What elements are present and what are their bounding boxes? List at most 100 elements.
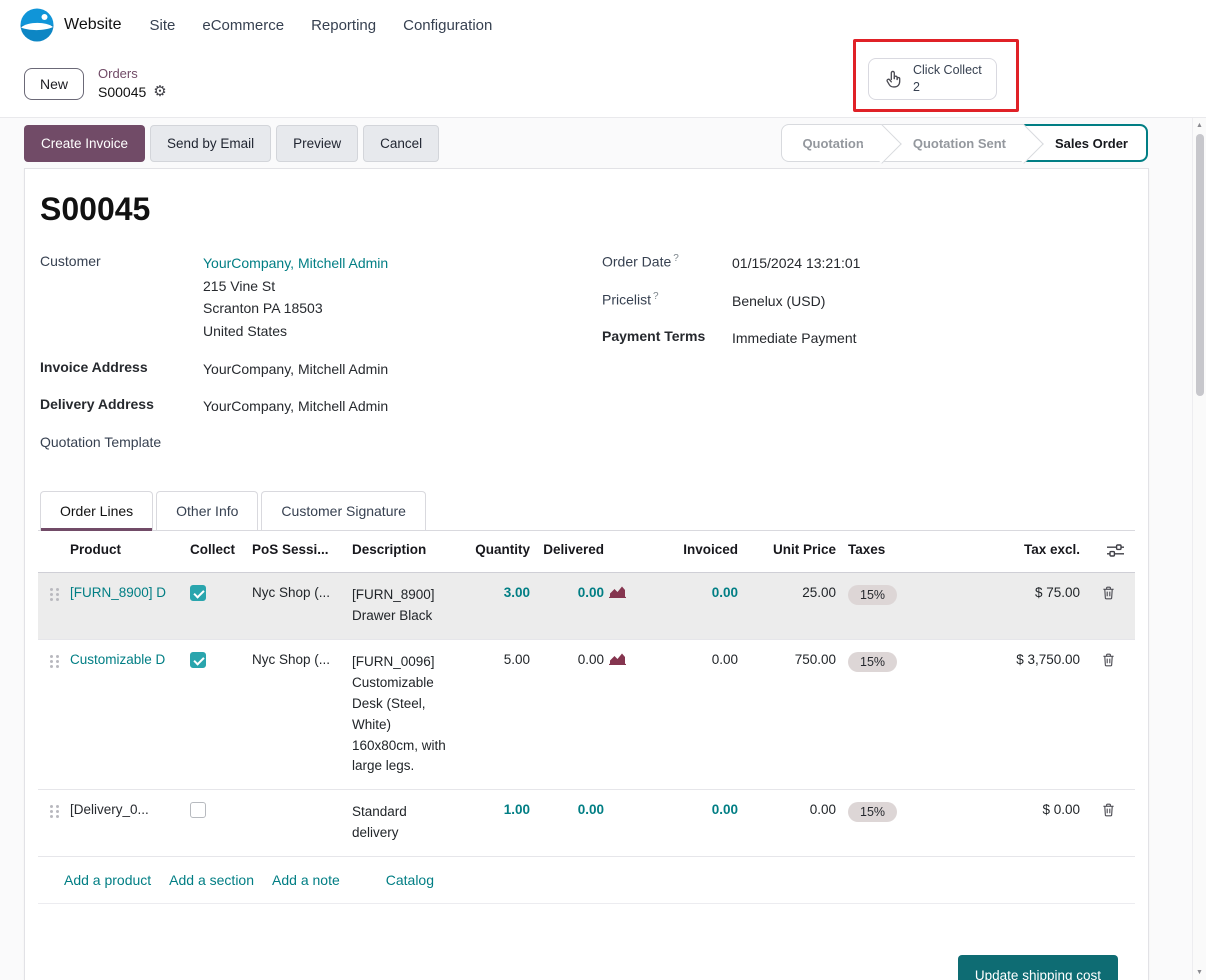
order-line-row-1[interactable]: [FURN_8900] D Nyc Shop (... [FURN_8900] …: [38, 573, 1135, 640]
description-cell[interactable]: [FURN_0096] Customizable Desk (Steel, Wh…: [352, 653, 446, 774]
menu-configuration[interactable]: Configuration: [403, 16, 493, 34]
unit-price-cell[interactable]: 0.00: [809, 802, 836, 818]
forecast-chart-icon[interactable]: [609, 652, 626, 665]
scroll-up-icon[interactable]: ▲: [1196, 122, 1203, 129]
invoice-address-value[interactable]: YourCompany, Mitchell Admin: [203, 360, 389, 377]
collect-checkbox[interactable]: [190, 585, 206, 602]
delete-row-icon[interactable]: [1086, 790, 1130, 832]
update-shipping-cost-button[interactable]: Update shipping cost: [957, 955, 1118, 980]
order-date-value[interactable]: 01/15/2024 13:21:01: [732, 255, 861, 271]
drag-handle-icon[interactable]: [38, 573, 64, 616]
delivered-cell[interactable]: 0.00: [536, 573, 632, 612]
send-by-email-button[interactable]: Send by Email: [150, 124, 272, 162]
collect-checkbox[interactable]: [190, 651, 206, 668]
order-line-row-2[interactable]: Customizable D Nyc Shop (... [FURN_0096]…: [38, 640, 1135, 791]
col-product[interactable]: Product: [70, 542, 122, 558]
description-cell[interactable]: Standard delivery: [352, 804, 407, 841]
product-link[interactable]: [Delivery_0...: [70, 802, 149, 818]
tab-other-info[interactable]: Other Info: [156, 491, 259, 531]
create-invoice-button[interactable]: Create Invoice: [24, 124, 146, 162]
menu-reporting[interactable]: Reporting: [311, 16, 377, 34]
tax-excl-cell: $ 75.00: [1034, 585, 1080, 601]
add-a-note-link[interactable]: Add a note: [272, 872, 340, 889]
status-quotation[interactable]: Quotation: [781, 124, 882, 162]
unit-price-cell[interactable]: 750.00: [794, 651, 836, 667]
website-app-logo-icon: [20, 8, 54, 42]
pos-session-cell[interactable]: Nyc Shop (...: [252, 651, 331, 667]
scroll-down-icon[interactable]: ▼: [1196, 969, 1203, 976]
invoiced-cell[interactable]: 0.00: [711, 802, 738, 818]
drag-handle-icon[interactable]: [38, 790, 64, 833]
breadcrumb-orders-link[interactable]: Orders: [98, 65, 138, 81]
taxes-cell[interactable]: 15%: [842, 573, 936, 617]
col-delivered[interactable]: Delivered: [543, 542, 604, 558]
delivered-cell[interactable]: 0.00: [536, 790, 632, 829]
cancel-button[interactable]: Cancel: [363, 124, 440, 162]
status-sales-order[interactable]: Sales Order: [1024, 124, 1148, 162]
col-tax-excl[interactable]: Tax excl.: [1023, 542, 1080, 558]
catalog-link[interactable]: Catalog: [385, 872, 435, 889]
menu-site[interactable]: Site: [149, 16, 176, 34]
vertical-scrollbar[interactable]: ▲ ▼: [1192, 118, 1206, 980]
product-link[interactable]: [FURN_8900] D: [70, 585, 167, 601]
col-invoiced[interactable]: Invoiced: [683, 542, 738, 558]
forecast-chart-icon[interactable]: [609, 585, 626, 599]
drag-handle-icon[interactable]: [38, 640, 64, 683]
invoice-address-field: Invoice Address YourCompany, Mitchell Ad…: [40, 358, 602, 381]
customer-link[interactable]: YourCompany, Mitchell Admin: [203, 255, 389, 271]
pricelist-label: Pricelist?: [602, 290, 659, 308]
description-cell[interactable]: [FURN_8900] Drawer Black: [352, 587, 435, 623]
payment-terms-field: Payment Terms Immediate Payment: [602, 327, 1135, 350]
optional-columns-icon[interactable]: [1086, 531, 1130, 572]
taxes-cell[interactable]: 15%: [842, 790, 936, 834]
product-link[interactable]: Customizable D: [70, 651, 166, 667]
notebook-tabs: Order Lines Other Info Customer Signatur…: [38, 491, 1135, 532]
help-icon: ?: [653, 290, 659, 302]
col-unit-price[interactable]: Unit Price: [772, 542, 836, 558]
payment-terms-label: Payment Terms: [602, 328, 706, 345]
pos-session-cell[interactable]: [246, 790, 346, 814]
breadcrumb-current-label: S00045: [98, 83, 147, 100]
order-lines-header: Product Collect PoS Sessi... Description…: [38, 531, 1135, 574]
invoiced-cell[interactable]: 0.00: [711, 585, 738, 601]
quantity-cell[interactable]: 1.00: [503, 802, 530, 818]
delete-row-icon[interactable]: [1086, 640, 1130, 682]
col-taxes[interactable]: Taxes: [848, 542, 886, 558]
status-quotation-sent[interactable]: Quotation Sent: [881, 124, 1024, 162]
form-view: Create Invoice Send by Email Preview Can…: [0, 118, 1206, 980]
delivery-address-field: Delivery Address YourCompany, Mitchell A…: [40, 395, 602, 418]
pos-session-cell[interactable]: Nyc Shop (...: [252, 585, 331, 601]
add-a-product-link[interactable]: Add a product: [64, 872, 152, 889]
tax-excl-cell: $ 0.00: [1042, 802, 1080, 818]
taxes-cell[interactable]: 15%: [842, 640, 936, 684]
preview-button[interactable]: Preview: [276, 124, 359, 162]
invoiced-cell[interactable]: 0.00: [711, 651, 738, 667]
quotation-template-field: Quotation Template: [40, 433, 602, 450]
customer-address-line: 215 Vine St: [203, 277, 276, 294]
delete-row-icon[interactable]: [1086, 573, 1130, 615]
pricelist-value[interactable]: Benelux (USD): [732, 292, 826, 309]
delivered-cell[interactable]: 0.00: [536, 640, 632, 679]
col-collect[interactable]: Collect: [190, 542, 236, 558]
delivered-value: 0.00: [577, 802, 604, 818]
col-quantity[interactable]: Quantity: [475, 542, 530, 558]
menu-ecommerce[interactable]: eCommerce: [202, 16, 285, 34]
add-a-section-link[interactable]: Add a section: [169, 872, 255, 889]
click-collect-stat-button[interactable]: Click Collect 2: [868, 58, 997, 100]
col-pos-session[interactable]: PoS Sessi...: [252, 542, 329, 558]
col-description[interactable]: Description: [352, 542, 427, 558]
quantity-cell[interactable]: 3.00: [503, 585, 530, 601]
tab-customer-signature[interactable]: Customer Signature: [261, 491, 426, 531]
tab-order-lines[interactable]: Order Lines: [40, 491, 154, 532]
unit-price-cell[interactable]: 25.00: [802, 585, 836, 601]
delivery-address-value[interactable]: YourCompany, Mitchell Admin: [203, 398, 389, 415]
order-line-row-3[interactable]: [Delivery_0... Standard delivery 1.00 0.…: [38, 790, 1135, 858]
new-button[interactable]: New: [24, 67, 85, 100]
scrollbar-thumb[interactable]: [1196, 134, 1204, 396]
quantity-cell[interactable]: 5.00: [503, 651, 530, 667]
payment-terms-value[interactable]: Immediate Payment: [732, 330, 857, 347]
gear-icon[interactable]: ⚙: [153, 83, 167, 101]
collect-checkbox[interactable]: [190, 802, 206, 819]
tax-excl-cell: $ 3,750.00: [1016, 651, 1080, 667]
app-brand[interactable]: Website: [20, 8, 122, 42]
